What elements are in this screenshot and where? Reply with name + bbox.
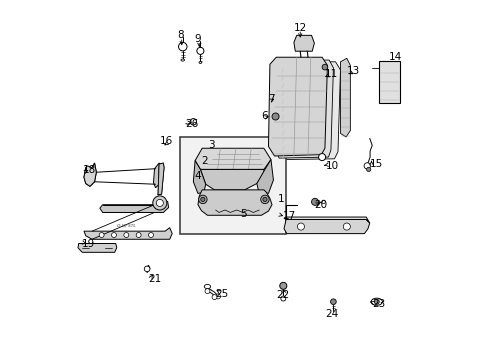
Polygon shape (268, 57, 327, 156)
Ellipse shape (370, 298, 382, 305)
Text: 5: 5 (240, 208, 246, 219)
Circle shape (330, 299, 336, 305)
Text: 8: 8 (177, 30, 183, 40)
Polygon shape (84, 228, 172, 239)
Circle shape (297, 223, 304, 230)
Circle shape (197, 48, 203, 54)
Text: 3: 3 (208, 140, 215, 150)
Text: 12: 12 (293, 23, 306, 33)
Polygon shape (256, 159, 273, 193)
Circle shape (144, 266, 150, 272)
Circle shape (201, 197, 204, 202)
Circle shape (156, 199, 163, 207)
Text: 18: 18 (83, 165, 96, 175)
Circle shape (190, 118, 196, 125)
Circle shape (215, 294, 220, 299)
Polygon shape (193, 161, 205, 193)
Circle shape (198, 195, 207, 204)
Circle shape (111, 233, 116, 238)
Text: 24: 24 (325, 309, 338, 319)
Text: 22: 22 (275, 290, 288, 300)
Text: 9: 9 (194, 34, 201, 44)
Ellipse shape (181, 59, 184, 61)
Circle shape (204, 289, 209, 294)
Text: 15: 15 (369, 159, 382, 169)
Text: 1: 1 (278, 194, 284, 204)
Circle shape (123, 233, 128, 238)
Circle shape (136, 233, 141, 238)
Bar (379, 62, 400, 103)
Ellipse shape (204, 284, 210, 289)
Polygon shape (100, 201, 168, 212)
Polygon shape (158, 163, 164, 195)
Circle shape (212, 294, 217, 300)
Circle shape (178, 42, 186, 51)
Polygon shape (284, 220, 369, 234)
Text: 11: 11 (324, 69, 338, 79)
Text: 14: 14 (388, 52, 402, 62)
Text: 17: 17 (282, 211, 295, 221)
Polygon shape (284, 217, 369, 223)
Circle shape (148, 233, 153, 238)
Polygon shape (153, 163, 163, 188)
Circle shape (374, 299, 379, 304)
Circle shape (343, 223, 349, 230)
Text: 7: 7 (268, 94, 275, 104)
Polygon shape (293, 35, 314, 51)
Circle shape (311, 198, 318, 206)
Text: 21: 21 (148, 274, 162, 284)
Polygon shape (84, 163, 96, 186)
Text: 23: 23 (371, 299, 385, 309)
Text: 25: 25 (215, 289, 228, 298)
Circle shape (271, 113, 279, 120)
Circle shape (260, 195, 269, 204)
Circle shape (364, 163, 370, 169)
Text: 16: 16 (159, 136, 172, 146)
Polygon shape (280, 62, 340, 159)
Ellipse shape (199, 62, 202, 63)
Circle shape (279, 282, 286, 289)
Circle shape (99, 233, 104, 238)
Polygon shape (78, 243, 117, 252)
Text: 2: 2 (201, 156, 208, 166)
Text: 13: 13 (346, 66, 359, 76)
Polygon shape (198, 190, 271, 215)
Circle shape (152, 196, 166, 210)
Text: 26: 26 (185, 118, 198, 129)
Text: O IQ STL: O IQ STL (117, 223, 136, 227)
Circle shape (322, 64, 327, 70)
Polygon shape (195, 148, 270, 170)
Polygon shape (275, 60, 333, 158)
Circle shape (318, 154, 325, 161)
Circle shape (263, 197, 266, 202)
Polygon shape (200, 170, 264, 190)
Polygon shape (340, 58, 349, 137)
Text: 19: 19 (81, 239, 95, 249)
Text: 4: 4 (194, 171, 201, 181)
FancyBboxPatch shape (180, 137, 285, 234)
Circle shape (280, 296, 285, 301)
Text: 6: 6 (261, 112, 267, 121)
Text: 20: 20 (314, 201, 327, 210)
Text: 10: 10 (325, 161, 338, 171)
Circle shape (366, 167, 370, 171)
Circle shape (321, 200, 325, 204)
